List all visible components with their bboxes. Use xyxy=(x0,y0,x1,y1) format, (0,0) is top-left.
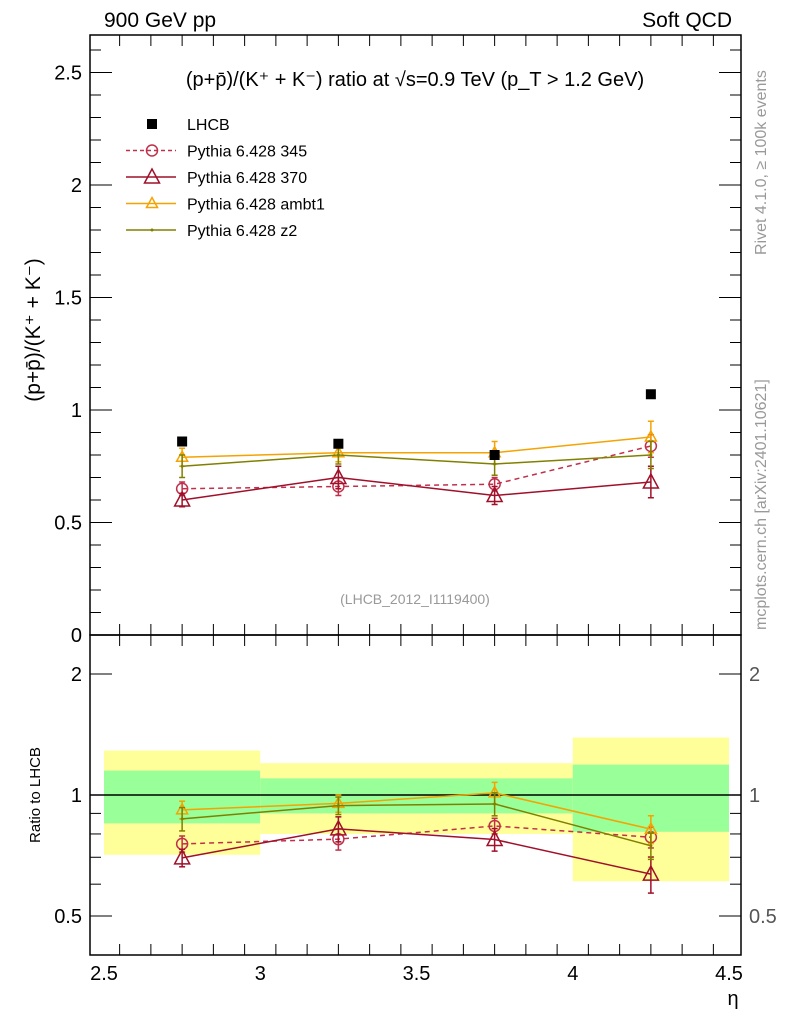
data-point-z2 xyxy=(649,453,653,457)
ratio-point-z2 xyxy=(493,802,497,806)
legend-marker-data xyxy=(147,119,157,129)
data-point-lhcb xyxy=(645,389,656,400)
rivet-label: Rivet 4.1.0, ≥ 100k events xyxy=(753,70,770,255)
y-tick-label: 2.5 xyxy=(54,63,82,85)
y-tick-label: 2 xyxy=(71,175,82,197)
x-tick-label: 3 xyxy=(255,963,266,985)
data-point-lhcb xyxy=(333,438,344,449)
ratio-line-p370 xyxy=(181,828,652,875)
data-point-p370 xyxy=(173,490,191,507)
data-point-lhcb xyxy=(489,450,500,460)
y-tick-label: 1 xyxy=(71,400,82,422)
x-tick-label: 4 xyxy=(567,963,578,985)
legend-label-p370: Pythia 6.428 370 xyxy=(187,170,307,187)
legend-label-ambt1: Pythia 6.428 ambt1 xyxy=(187,197,325,214)
ratio-point-p370 xyxy=(642,864,660,881)
y-tick-label: 0.5 xyxy=(54,513,82,535)
data-point-z2 xyxy=(493,462,497,466)
analysis-id: (LHCB_2012_I1119400) xyxy=(340,591,490,607)
data-point-p370 xyxy=(485,485,504,503)
ratio-line-p345 xyxy=(182,825,651,845)
data-point-p370 xyxy=(642,472,660,489)
ratio-y-tick-label: 0.5 xyxy=(54,906,82,928)
ratio-ylabel: Ratio to LHCB xyxy=(27,747,44,843)
data-point-z2 xyxy=(180,464,184,468)
ratio-y-tick-label-right: 2 xyxy=(749,664,760,686)
data-point-z2 xyxy=(336,453,340,457)
main-title: (p+p̄)/(K⁺ + K⁻) ratio at √s=0.9 TeV (p_… xyxy=(186,69,644,91)
legend-label-data: LHCB xyxy=(187,117,230,134)
series-line-p345 xyxy=(182,445,652,490)
legend-marker-p370 xyxy=(143,167,161,184)
legend-marker-ambt1 xyxy=(145,195,159,209)
x-axis-label: η xyxy=(727,988,738,1010)
main-ylabel: (p+p̄)/(K⁺ + K⁻) xyxy=(22,258,45,402)
ratio-y-tick-label-right: 1 xyxy=(749,785,760,807)
x-tick-label: 2.5 xyxy=(90,963,118,985)
ratio-point-p370 xyxy=(485,829,504,847)
ratio-point-z2 xyxy=(180,817,184,821)
ratio-point-p370 xyxy=(329,819,348,836)
ratio-line-ambt1 xyxy=(182,792,652,830)
mcplots-label: mcplots.cern.ch [arXiv:2401.10621] xyxy=(753,379,770,630)
ratio-y-tick-label: 2 xyxy=(71,664,82,686)
y-tick-label: 1.5 xyxy=(54,288,82,310)
series-line-ambt1 xyxy=(182,436,651,458)
ratio-y-tick-label-right: 0.5 xyxy=(749,906,777,928)
series-line-p370 xyxy=(182,476,651,501)
x-tick-label: 3.5 xyxy=(403,963,431,985)
ratio-point-z2 xyxy=(336,804,340,808)
ratio-point-z2 xyxy=(649,844,653,848)
ratio-point-p370 xyxy=(173,848,191,865)
series-line-z2 xyxy=(182,454,651,467)
data-point-p370 xyxy=(329,467,348,485)
y-tick-label: 0 xyxy=(71,625,82,647)
header-left: 900 GeV pp xyxy=(104,9,216,32)
legend-label-p345: Pythia 6.428 345 xyxy=(187,144,307,161)
legend-label-z2: Pythia 6.428 z2 xyxy=(187,223,297,240)
x-tick-label: 4.5 xyxy=(715,963,743,985)
data-point-lhcb xyxy=(177,436,188,447)
header-right: Soft QCD xyxy=(642,9,732,32)
ratio-line-z2 xyxy=(182,803,652,847)
legend-marker-z2 xyxy=(150,228,154,232)
ratio-y-tick-label: 1 xyxy=(71,785,82,807)
legend-marker-p345 xyxy=(145,144,159,157)
